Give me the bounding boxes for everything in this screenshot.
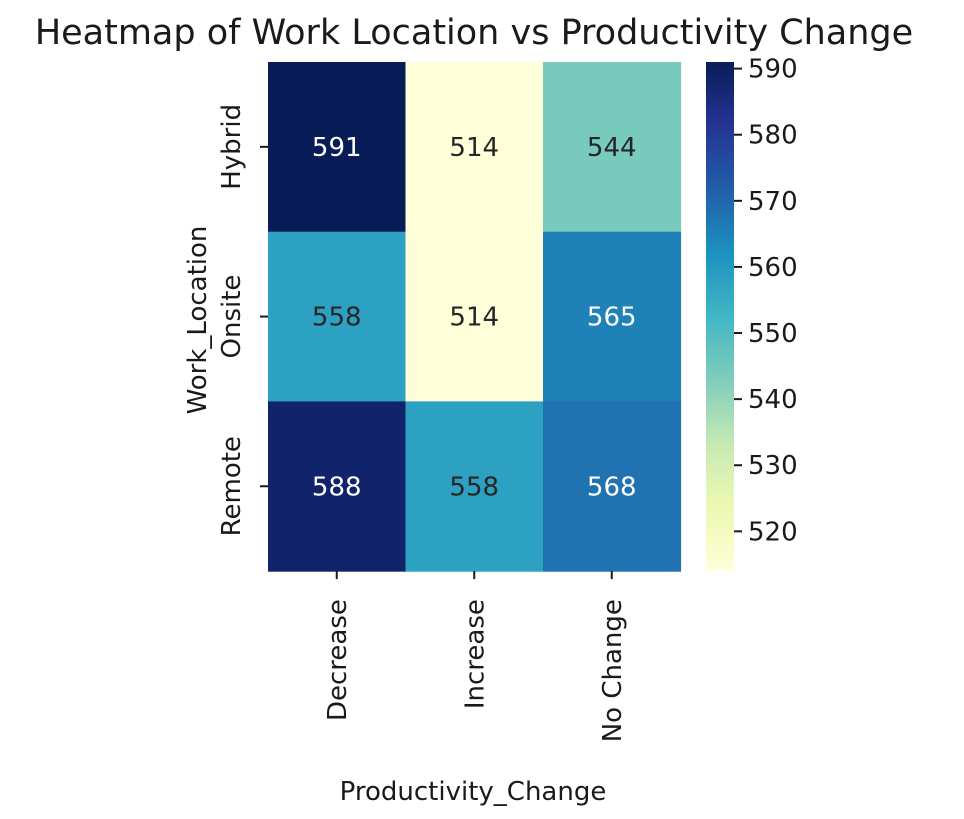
heatmap-cell xyxy=(268,62,407,233)
colorbar-ticks: 520 530 540 550 560 570 580 590 xyxy=(734,55,798,547)
colorbar-tick-label: 520 xyxy=(748,517,798,547)
y-axis-label: Work_Location xyxy=(183,226,213,415)
y-tick-label: Hybrid xyxy=(217,104,247,190)
x-tick-label: No Change xyxy=(598,599,628,742)
cell-value-label: 514 xyxy=(449,133,499,163)
cell-value-label: 544 xyxy=(587,133,637,163)
heatmap-cell xyxy=(405,62,544,233)
heatmap-cells: 591 514 544 558 514 565 588 558 568 xyxy=(268,62,682,572)
x-axis-label: Productivity_Change xyxy=(340,777,607,807)
colorbar-tick-label: 590 xyxy=(748,55,798,85)
heatmap-cell xyxy=(543,401,682,572)
cell-value-label: 588 xyxy=(312,472,362,502)
y-axis: Hybrid Onsite Remote xyxy=(217,104,268,536)
colorbar-tick-label: 580 xyxy=(748,121,798,151)
cell-value-label: 565 xyxy=(587,303,637,333)
heatmap-cell xyxy=(405,231,544,402)
x-tick-label: Decrease xyxy=(323,599,353,721)
cell-value-label: 568 xyxy=(587,472,637,502)
cell-value-label: 558 xyxy=(312,303,362,333)
x-tick-label: Increase xyxy=(460,599,490,709)
cell-value-label: 591 xyxy=(312,133,362,163)
chart-title: Heatmap of Work Location vs Productivity… xyxy=(35,13,913,53)
colorbar-tick-label: 530 xyxy=(748,451,798,481)
heatmap-cell xyxy=(268,231,407,402)
y-tick-label: Onsite xyxy=(217,275,247,359)
y-tick-label: Remote xyxy=(217,436,247,536)
colorbar-tick-label: 570 xyxy=(748,187,798,217)
colorbar-tick-label: 550 xyxy=(748,319,798,349)
heatmap-cell xyxy=(405,401,544,572)
colorbar-tick-label: 540 xyxy=(748,385,798,415)
colorbar-gradient xyxy=(706,62,734,571)
cell-value-label: 558 xyxy=(449,472,499,502)
heatmap-cell xyxy=(268,401,407,572)
colorbar: 520 530 540 550 560 570 580 590 xyxy=(706,55,798,571)
heatmap-cell xyxy=(543,62,682,233)
heatmap-cell xyxy=(543,231,682,402)
colorbar-tick-label: 560 xyxy=(748,253,798,283)
x-axis: Decrease Increase No Change xyxy=(323,571,628,742)
cell-value-label: 514 xyxy=(449,303,499,333)
